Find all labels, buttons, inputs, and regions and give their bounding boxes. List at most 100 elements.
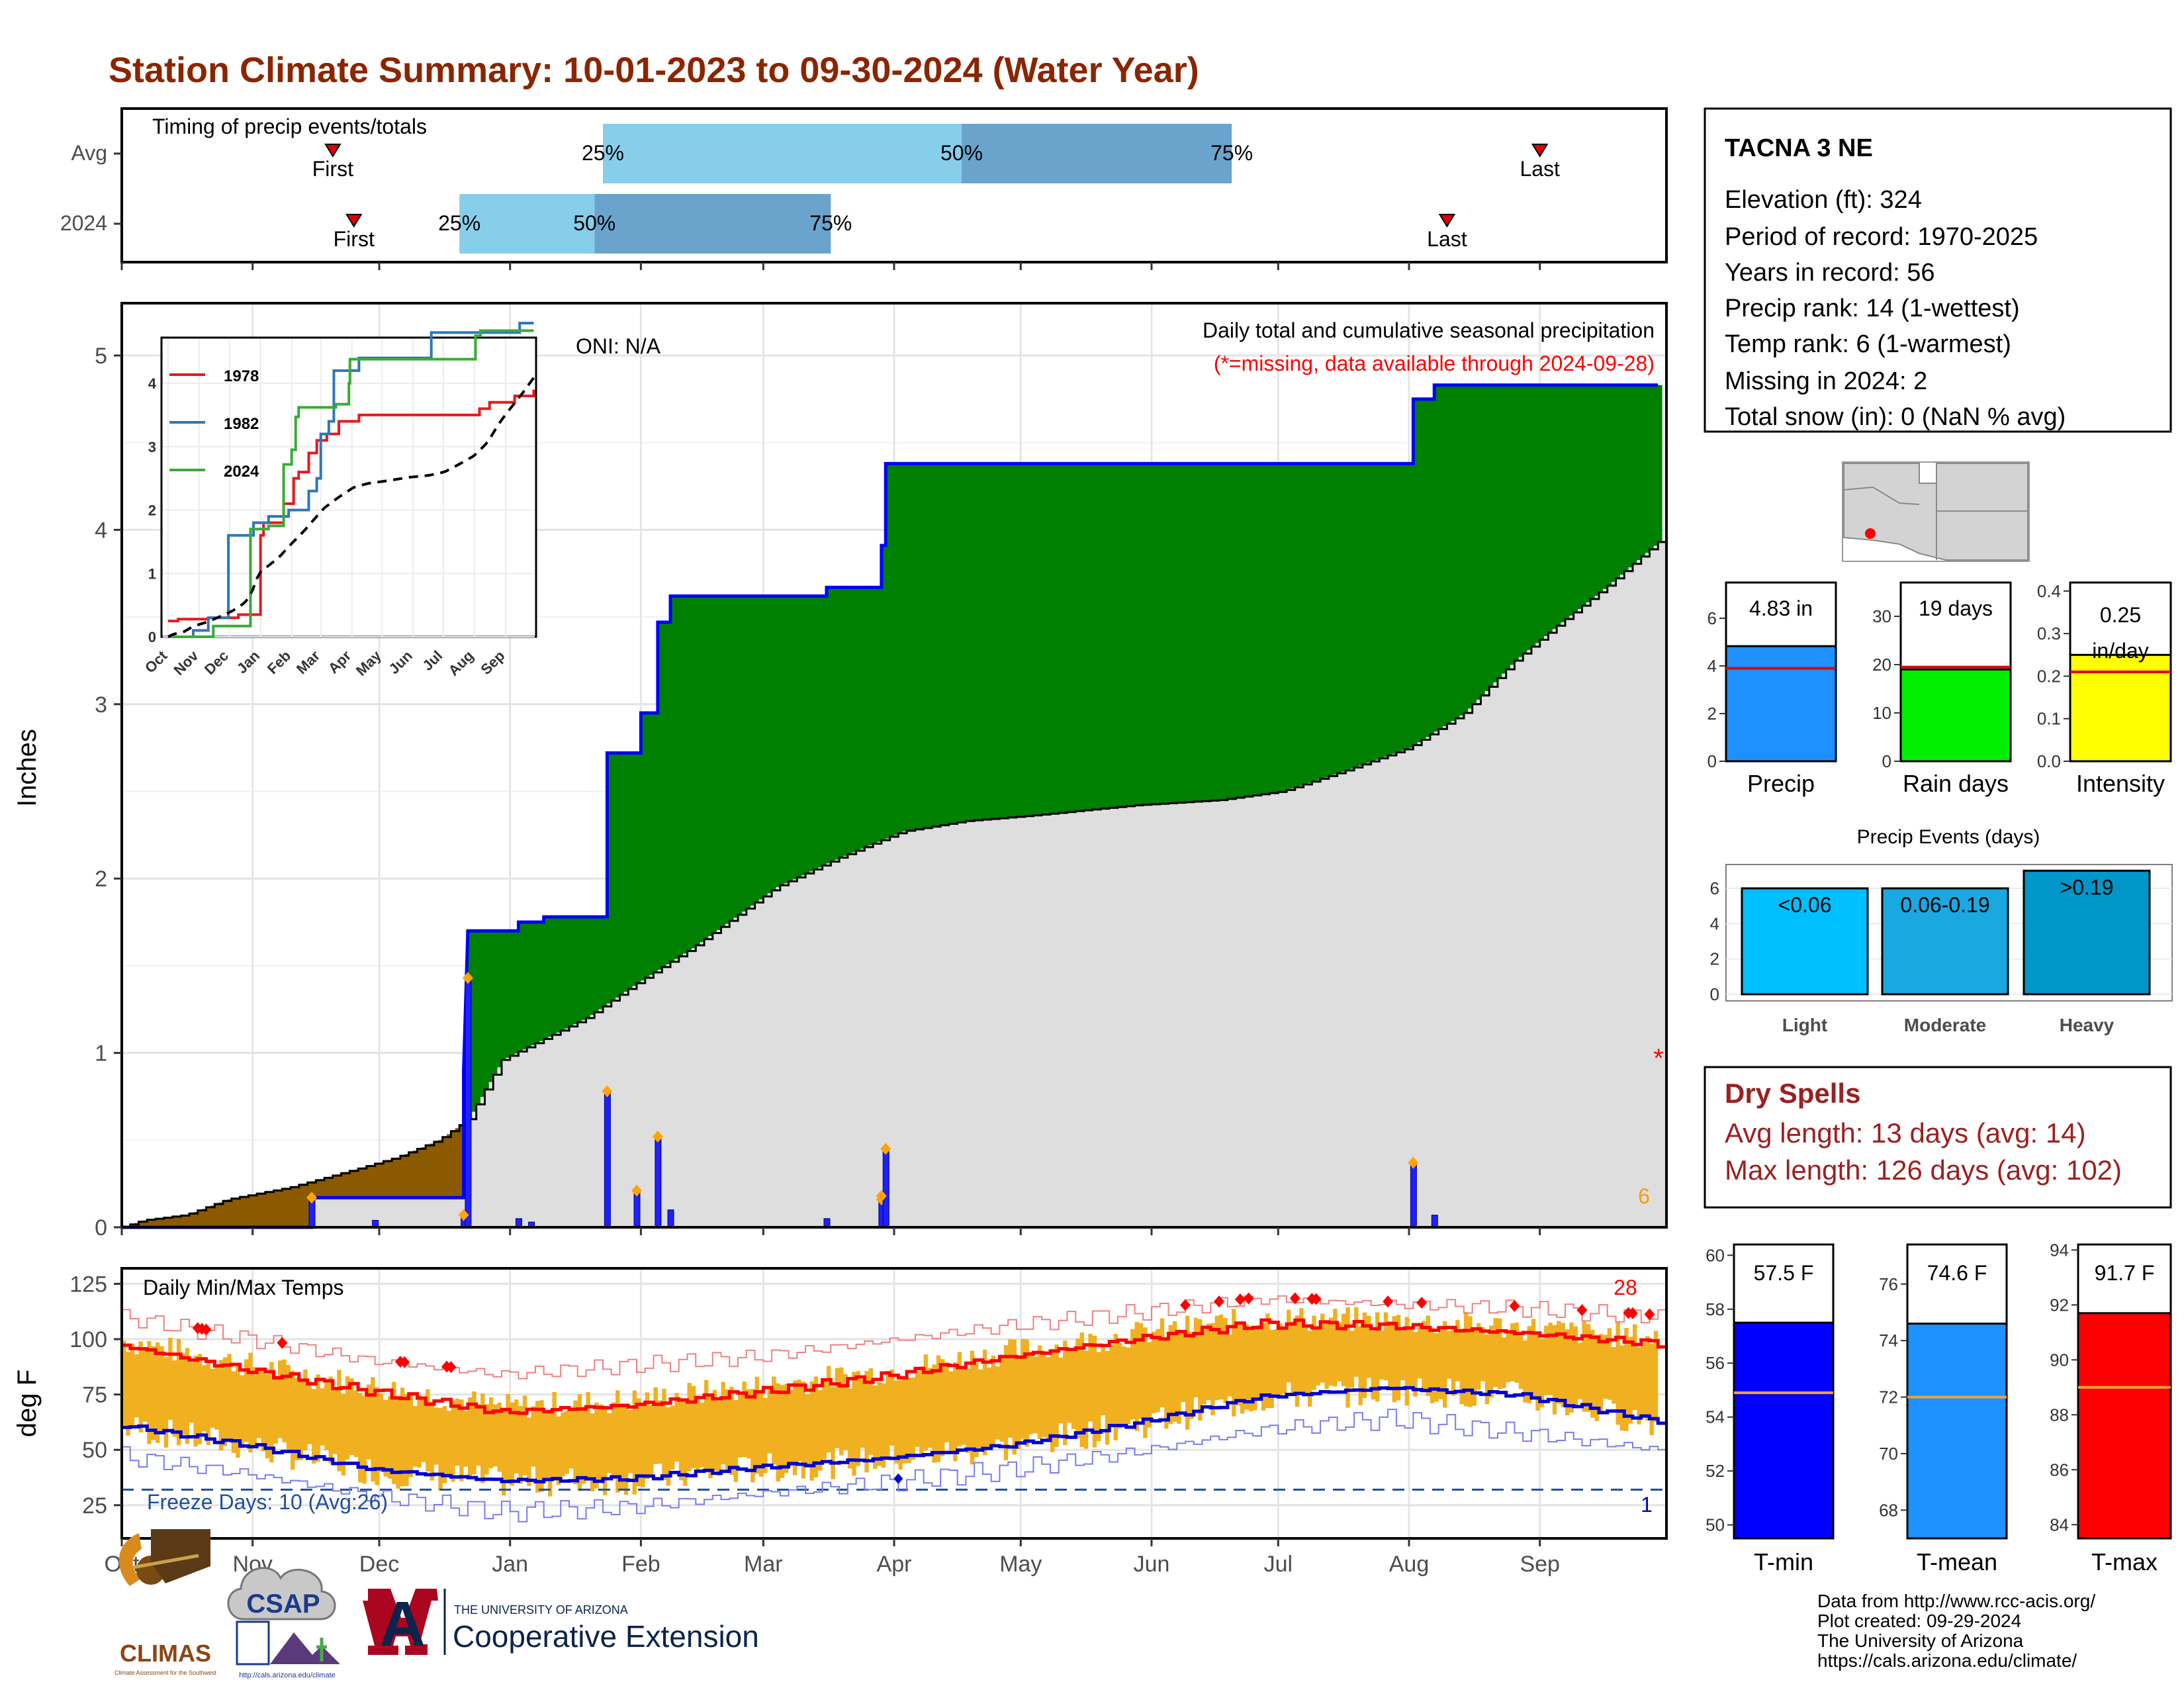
dry-spells-title: Dry Spells — [1725, 1078, 1860, 1109]
csap-logo: CSAP http://cals.arizona.edu/climate — [227, 1567, 340, 1679]
timing-bar-50-75-Avg — [962, 124, 1232, 183]
temp-summary-t-min: 57.5 F 50 52 54 56 58 60 T-min — [1706, 1243, 1835, 1575]
events-category-label: Heavy — [2060, 1015, 2115, 1035]
summary-bar-value-label: 0.25 — [2100, 603, 2141, 627]
summary-bar-y-tick-label: 6 — [1707, 608, 1717, 628]
summary-bar-y-tick-label: 4 — [1707, 656, 1717, 676]
daily-precip-marker — [458, 1209, 469, 1221]
month-label-apr: Apr — [877, 1552, 912, 1577]
climas-logo-text: CLIMAS — [120, 1640, 211, 1667]
timing-title: Timing of precip events/totals — [152, 115, 427, 138]
footer-line-2: Plot created: 09-29-2024 — [1817, 1611, 2021, 1631]
missing-count: 6 — [1638, 1184, 1650, 1208]
temp-summary-y-tick-label: 88 — [2050, 1405, 2069, 1425]
summary-bar-y-tick-label: 20 — [1872, 655, 1891, 675]
inset-series-2024 — [168, 329, 534, 638]
station-years: Years in record: 56 — [1725, 259, 1935, 287]
page-title: Station Climate Summary: 10-01-2023 to 0… — [109, 50, 1199, 90]
record-high-marker — [1509, 1299, 1520, 1312]
university-of-arizona-logo: A THE UNIVERSITY OF ARIZONA Cooperative … — [363, 1589, 759, 1660]
summary-bar-label: Intensity — [2076, 770, 2165, 797]
events-y-tick-label: 4 — [1710, 914, 1719, 933]
hot-days-count: 28 — [1614, 1276, 1637, 1299]
temp-summary-y-tick-label: 70 — [1879, 1444, 1898, 1464]
precip-subtitle: (*=missing, data available through 2024-… — [1214, 352, 1655, 375]
temp-summary-y-tick-label: 86 — [2050, 1460, 2069, 1479]
timing-p25-label: 25% — [438, 211, 480, 235]
record-high-marker — [1383, 1295, 1394, 1308]
footer-line-1: Data from http://www.rcc-acis.org/ — [1817, 1591, 2095, 1611]
timing-last-marker — [1438, 214, 1456, 228]
temp-summary-y-tick-label: 56 — [1706, 1353, 1725, 1373]
record-high-marker — [1214, 1295, 1225, 1308]
events-y-tick-label: 6 — [1710, 878, 1719, 898]
timing-p50-label: 50% — [940, 141, 983, 165]
timing-bar-50-75-2024 — [594, 194, 831, 254]
inset-y-tick-label: 4 — [148, 375, 157, 392]
timing-p50-label: 50% — [573, 211, 615, 235]
timing-first-label: First — [312, 157, 353, 181]
inset-legend-1978: 1978 — [224, 367, 259, 385]
inset-legend-1982: 1982 — [224, 415, 259, 433]
station-elevation: Elevation (ft): 324 — [1725, 186, 1922, 214]
temp-y-tick-label: 125 — [69, 1272, 107, 1297]
timing-bar-25-50-Avg — [602, 124, 962, 183]
summary-bar-y-tick-label: 0.4 — [2037, 581, 2061, 601]
dry-spells-max: Max length: 126 days (avg: 102) — [1725, 1154, 2122, 1186]
summary-bar-y-tick-label: 0.3 — [2037, 624, 2061, 643]
summary-bar-value — [1725, 645, 1837, 763]
temp-summary-y-tick-label: 72 — [1879, 1387, 1898, 1407]
station-missing: Missing in 2024: 2 — [1725, 367, 1927, 395]
record-high-marker — [1310, 1293, 1322, 1305]
events-bar-light — [1741, 887, 1869, 996]
month-label-dec: Dec — [359, 1552, 399, 1577]
summary-bar-label: Precip — [1747, 770, 1815, 797]
timing-first-marker — [324, 144, 341, 158]
temp-summary-t-max: 91.7 F 84 86 88 90 92 94 T-max — [2050, 1240, 2172, 1575]
daily-precip-marker — [306, 1192, 317, 1204]
record-high-marker — [1644, 1308, 1655, 1321]
events-bar-heavy — [2023, 869, 2151, 996]
normal-cumulative-area — [122, 540, 1666, 1227]
events-bar-moderate — [1881, 887, 2009, 996]
timing-first-marker — [345, 214, 363, 228]
precip-events-chart: Precip Events (days) 0 2 4 6 <0.06 Light 0.06-… — [1710, 826, 2173, 1035]
daily-precip-bar — [655, 1136, 662, 1228]
events-title: Precip Events (days) — [1857, 826, 2040, 848]
temp-y-tick-label: 100 — [69, 1327, 107, 1352]
record-min-line — [122, 1409, 1666, 1523]
record-high-marker — [1576, 1304, 1588, 1317]
events-category-label: Light — [1782, 1015, 1827, 1035]
timing-p75-label: 75% — [809, 211, 852, 235]
inset-legend-2024: 2024 — [224, 463, 259, 481]
temp-summary-value: 91.7 F — [2095, 1261, 2155, 1285]
timing-panel: Timing of precip events/totals Avg 2024 … — [60, 107, 1668, 270]
summary-bar-value-label: 4.83 in — [1749, 596, 1813, 620]
footer-line-3: The University of Arizona — [1817, 1630, 2024, 1651]
average-min-line — [122, 1385, 1666, 1483]
events-y-tick-label: 0 — [1710, 984, 1719, 1004]
month-label-sep: Sep — [1520, 1552, 1560, 1577]
record-high-marker — [1289, 1292, 1300, 1305]
month-label-aug: Aug — [1389, 1552, 1430, 1577]
timing-last-label: Last — [1520, 157, 1560, 181]
footer-line-4: https://cals.arizona.edu/climate/ — [1817, 1650, 2077, 1671]
temp-ylabel: deg F — [13, 1370, 42, 1437]
temp-y-tick-label: 50 — [82, 1438, 107, 1463]
record-high-marker — [1234, 1293, 1246, 1305]
station-precip-rank: Precip rank: 14 (1-wettest) — [1725, 295, 2020, 322]
summary-bar-y-tick-label: 0.1 — [2037, 709, 2061, 729]
summary-bar-rain-days: 19 days 0 10 20 30 Rain days — [1872, 581, 2012, 797]
csap-logo-url: http://cals.arizona.edu/climate — [239, 1671, 336, 1679]
ua-logo-bottom: Cooperative Extension — [453, 1619, 759, 1654]
summary-bar-y-tick-label: 10 — [1872, 703, 1891, 723]
station-temp-rank: Temp rank: 6 (1-warmest) — [1725, 330, 2011, 358]
record-high-marker — [201, 1323, 212, 1336]
record-high-marker — [1416, 1296, 1428, 1309]
month-label-may: May — [999, 1552, 1042, 1577]
daily-precip-bar — [1431, 1215, 1438, 1228]
summary-bar-y-tick-label: 0 — [1882, 751, 1891, 771]
inset-y-tick-label: 0 — [148, 629, 156, 645]
